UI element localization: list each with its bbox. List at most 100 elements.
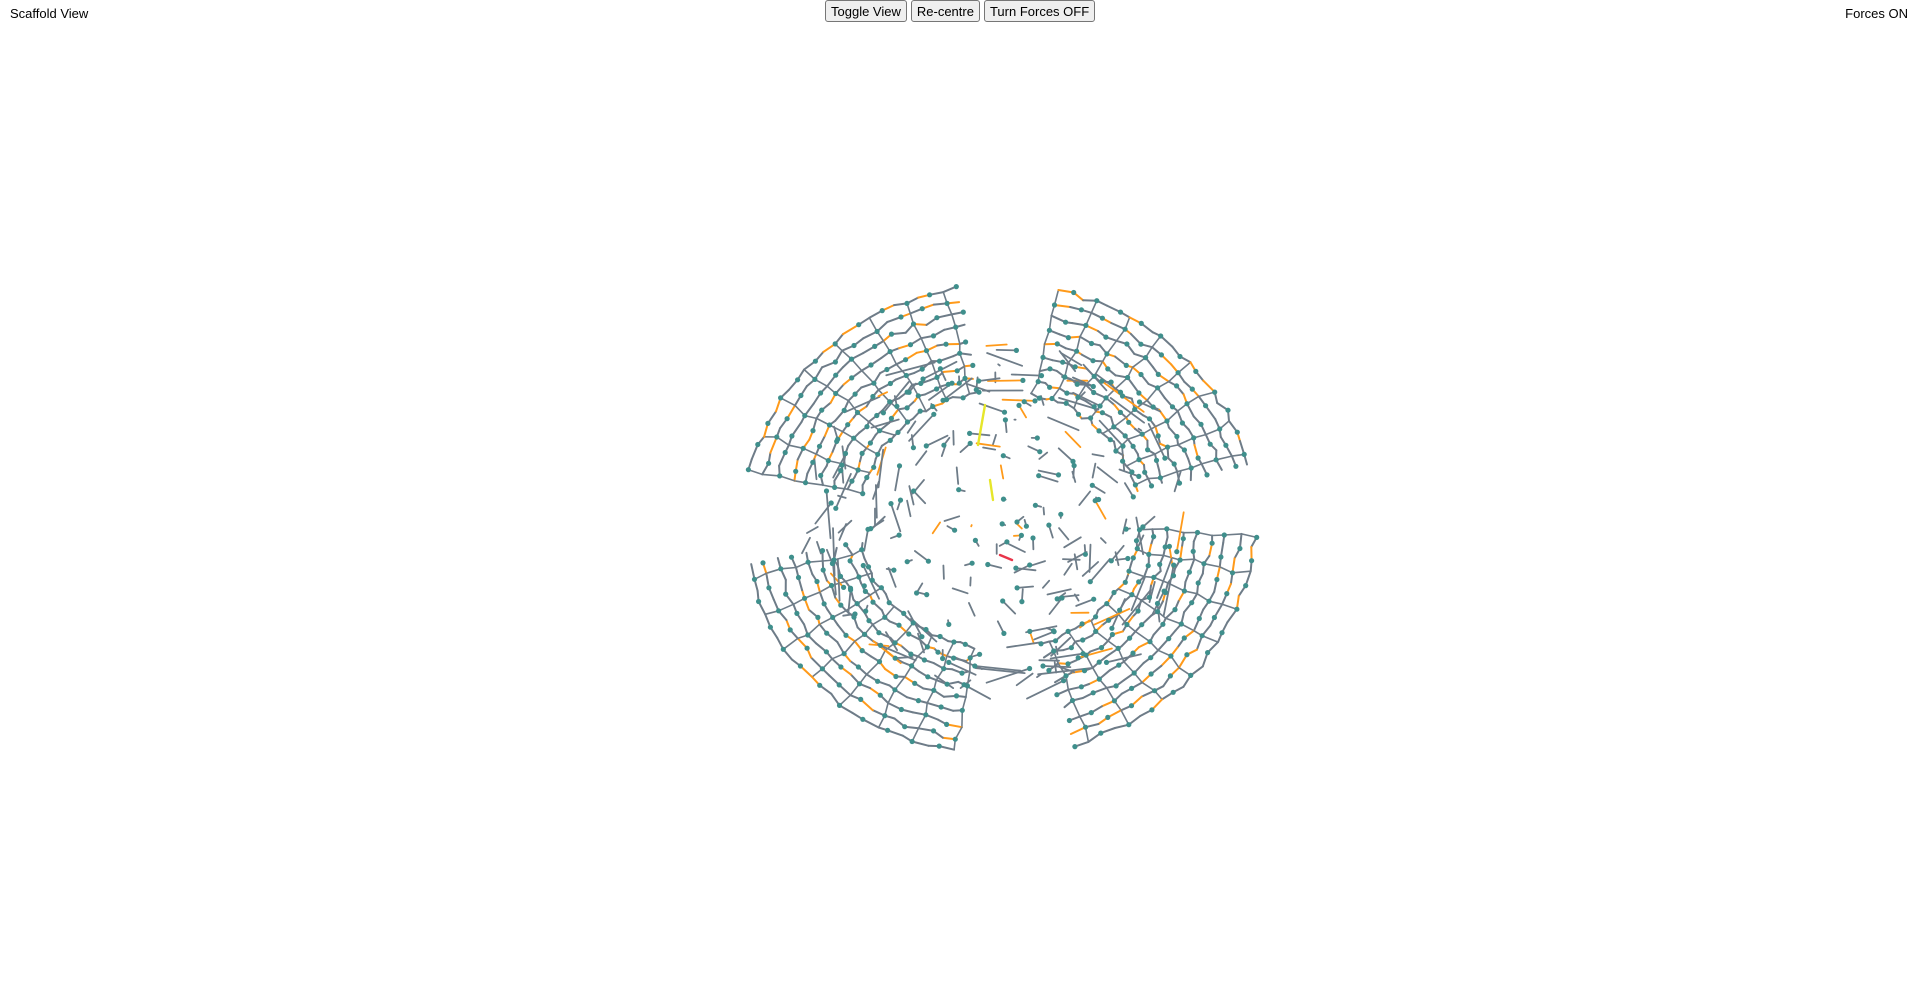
mesh-node [959,670,965,676]
mesh-edge [871,515,886,530]
mesh-node [1059,595,1065,601]
mesh-node [1181,447,1187,453]
mesh-edge [1033,630,1055,641]
mesh-node [919,634,925,640]
mesh-node [1130,555,1136,561]
mesh-node [865,564,872,570]
mesh-node [925,558,932,564]
mesh-node [930,333,937,339]
mesh-edge [1135,516,1144,556]
mesh-node [838,602,844,608]
mesh-node [1037,449,1043,455]
mesh-node [1155,433,1161,439]
recentre-button[interactable]: Re-centre [910,0,980,22]
mesh-node [838,468,844,474]
mesh-node [1150,404,1156,410]
mesh-node [936,358,943,364]
mesh-node [1000,496,1007,502]
mesh-edge [1038,659,1060,662]
mesh-edge [965,382,991,393]
mesh-node [882,614,888,620]
mesh-node [972,537,979,544]
mesh-node [893,673,899,680]
mesh-node [1130,494,1136,500]
mesh-node [910,321,917,327]
mesh-edge [1159,335,1174,348]
mesh-edge [1048,597,1063,615]
toggle-view-button[interactable]: Toggle View [825,0,907,22]
mesh-node [931,411,937,417]
mesh-node [1069,697,1076,704]
mesh-node [1168,653,1174,659]
mesh-node [972,663,978,669]
mesh-node [805,632,811,638]
mesh-node [1103,334,1109,340]
mesh-node [1099,315,1105,321]
mesh-node [1151,574,1157,581]
mesh-node [842,450,849,457]
mesh-edge [1015,672,1034,687]
mesh-node [1111,424,1117,430]
forces-toggle-button[interactable]: Turn Forces OFF [983,0,1096,22]
mesh-node [1034,435,1040,441]
mesh-node [1132,406,1138,412]
mesh-node [876,630,882,636]
mesh-node [957,350,963,356]
mesh-node [1179,420,1185,426]
mesh-node [1082,551,1088,557]
mesh-node [856,681,863,687]
mesh-node [906,631,912,637]
mesh-node [797,663,804,669]
mesh-edge [806,526,819,534]
mesh-node [1243,583,1249,589]
mesh-node [1104,351,1110,357]
mesh-node [838,664,844,670]
mesh-edge [1078,490,1091,507]
mesh-node [1254,534,1260,541]
mesh-node [1158,333,1164,339]
mesh-edge [945,641,955,657]
mesh-edge [1122,518,1128,535]
mesh-edge [1091,453,1105,458]
mesh-node [1046,327,1052,333]
mesh-edge [947,661,977,676]
mesh-edge [908,485,915,506]
mesh-node [1178,621,1184,627]
mesh-node [1096,428,1102,434]
mesh-node [1098,730,1104,736]
mesh-node [849,375,855,381]
mesh-edge [865,660,881,676]
mesh-node [888,331,895,337]
mesh-node [1000,453,1006,459]
mesh-node [802,595,808,601]
mesh-node [1036,395,1042,401]
mesh-node [778,395,784,401]
mesh-node [870,599,876,605]
mesh-node [1088,710,1094,716]
mesh-node [1021,399,1027,405]
mesh-edge [1231,570,1252,574]
mesh-node [1004,539,1010,545]
mesh-node [1038,373,1045,379]
mesh-node [1126,568,1132,574]
mesh-edge [882,381,910,414]
mesh-edge [1134,630,1151,643]
mesh-node [1030,535,1036,541]
mesh-node [952,527,958,533]
mesh-edge [1215,455,1233,461]
mesh-edge [998,553,1014,562]
mesh-edge [942,377,973,402]
mesh-edge [1001,398,1036,402]
mesh-edge [1124,482,1135,498]
mesh-node [864,474,870,481]
mesh-node [1214,576,1220,583]
mesh-node [904,419,911,425]
mesh-node [1169,404,1176,410]
mesh-node [1148,671,1154,677]
mesh-node [1099,410,1105,416]
mesh-node [1124,341,1130,347]
mesh-node [819,548,826,554]
mesh-edge [1069,726,1087,735]
mesh-node [1016,402,1022,408]
